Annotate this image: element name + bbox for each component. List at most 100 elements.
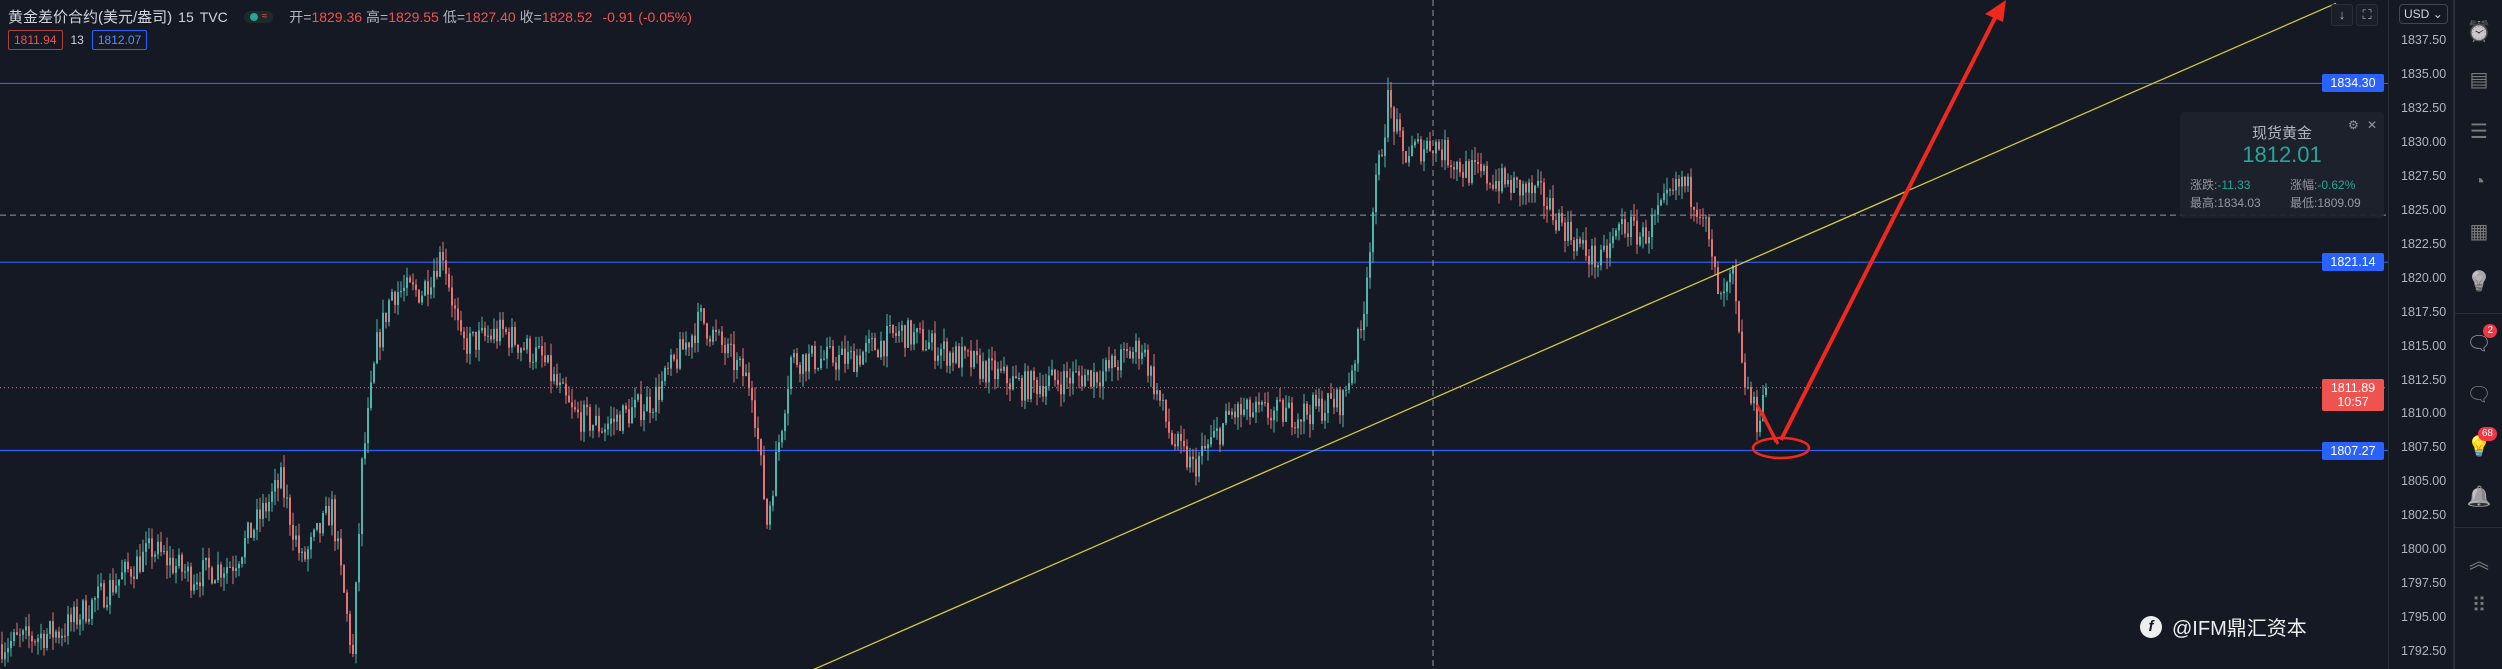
candle-up	[538, 346, 540, 348]
candle-up	[196, 582, 198, 585]
candle-up	[61, 635, 63, 638]
bell-icon[interactable]: 🔔	[2466, 486, 2492, 508]
candle-down	[1186, 446, 1188, 468]
candle-down	[1588, 255, 1590, 265]
candle-up	[1408, 155, 1410, 163]
candle-up	[1276, 399, 1278, 411]
candle-up	[997, 368, 999, 380]
candle-down	[1081, 375, 1083, 387]
candle-up	[526, 338, 528, 350]
candle-down	[1291, 402, 1293, 428]
interval[interactable]: 15	[178, 8, 194, 25]
watchlist-icon[interactable]: ☰	[2470, 121, 2488, 143]
candle-up	[1639, 236, 1641, 245]
candle-down	[550, 355, 552, 382]
candle-up	[115, 585, 117, 593]
fullscreen-button[interactable]: ⛶	[2356, 4, 2378, 26]
candle-up	[1252, 412, 1254, 417]
candle-up	[4, 652, 6, 660]
pie-chart-icon[interactable]: ◔	[2472, 171, 2486, 193]
candle-up	[214, 580, 216, 584]
candle-up	[169, 557, 171, 566]
chat-icon[interactable]: 🗨	[2466, 384, 2492, 406]
price-tick: 1835.00	[2401, 66, 2447, 81]
candle-up	[841, 348, 843, 355]
alarm-clock-icon[interactable]: ⏰	[2466, 21, 2492, 43]
candle-up	[97, 586, 99, 599]
candle-up	[1720, 293, 1722, 295]
candle-up	[829, 346, 831, 348]
candle-down	[658, 386, 660, 400]
news-icon[interactable]: ▤	[2469, 69, 2489, 91]
buy-button[interactable]: 1812.07	[91, 30, 148, 50]
candle-up	[1363, 313, 1365, 331]
line-price-label[interactable]: 1821.14	[2322, 253, 2384, 272]
candle-down	[904, 325, 906, 348]
candle-up	[1375, 174, 1377, 213]
chat-icon[interactable]: 🗨 2	[2465, 324, 2497, 358]
candle-up	[1651, 214, 1653, 238]
candle-down	[1717, 267, 1719, 295]
candle-down	[721, 331, 723, 345]
price-axis[interactable]: USD ⌄ 1837.50 1835.00 1832.50 1830.00 1827.5…	[2388, 0, 2453, 669]
scroll-to-latest-button[interactable]: ↓	[2331, 4, 2353, 26]
candle-down	[586, 404, 588, 408]
candle-up	[793, 353, 795, 358]
candle-up	[592, 424, 594, 431]
market-status[interactable]: ≈	[243, 10, 274, 23]
candle-up	[388, 300, 390, 322]
sell-button[interactable]: 1811.94	[8, 30, 63, 50]
close-icon[interactable]: ✕	[2367, 118, 2378, 132]
candle-down	[613, 418, 615, 422]
candle-up	[775, 451, 777, 496]
candle-up	[787, 388, 789, 414]
candle-up	[700, 308, 702, 312]
candle-down	[346, 592, 348, 614]
wave-icon: ≈	[261, 10, 268, 22]
ideas-stream-icon[interactable]: 💡 68	[2465, 427, 2497, 461]
currency-select[interactable]: USD ⌄	[2399, 4, 2448, 24]
candle-up	[331, 499, 333, 526]
change-label: 涨跌:	[2190, 178, 2218, 192]
candle-down	[1579, 238, 1581, 244]
chevrons-icon[interactable]: ︽	[2469, 551, 2489, 573]
calendar-icon[interactable]: ▦	[2469, 221, 2489, 243]
candle-up	[1207, 444, 1209, 449]
candle-up	[391, 291, 393, 301]
candle-up	[301, 551, 303, 553]
candle-up	[118, 579, 120, 586]
line-price-label[interactable]: 1834.30	[2322, 74, 2384, 93]
candle-down	[199, 582, 201, 587]
lightbulb-icon[interactable]: 💡	[2466, 271, 2492, 293]
candle-down	[1645, 227, 1647, 244]
candle-up	[661, 381, 663, 400]
candle-up	[1660, 200, 1662, 206]
candle-up	[241, 557, 243, 564]
candle-up	[1351, 370, 1353, 384]
candle-up	[223, 573, 225, 578]
candle-down	[1090, 370, 1092, 387]
ohlc-value: 1829.55	[388, 8, 439, 25]
candle-up	[433, 270, 435, 288]
candle-up	[697, 311, 699, 343]
price-chart[interactable]	[0, 0, 2388, 669]
candle-down	[952, 352, 954, 363]
candle-up	[685, 342, 687, 350]
candle-up	[1123, 349, 1125, 351]
candle-up	[145, 543, 147, 552]
candle-up	[772, 495, 774, 506]
line-price-label[interactable]: 1807.27	[2322, 441, 2384, 460]
candle-down	[415, 284, 417, 290]
candle-up	[1141, 352, 1143, 359]
candle-up	[955, 346, 957, 363]
candle-up	[256, 509, 258, 530]
candle-up	[307, 549, 309, 560]
dots-grid-icon[interactable]: ⠿	[2471, 595, 2487, 617]
symbol-name[interactable]: 黄金差价合约(美元/盎司)	[8, 9, 173, 26]
candle-down	[577, 409, 579, 413]
candle-up	[472, 331, 474, 334]
candle-down	[1741, 331, 1743, 363]
candle-up	[1609, 243, 1611, 258]
gear-icon[interactable]: ⚙	[2348, 118, 2359, 132]
candle-down	[1543, 182, 1545, 206]
